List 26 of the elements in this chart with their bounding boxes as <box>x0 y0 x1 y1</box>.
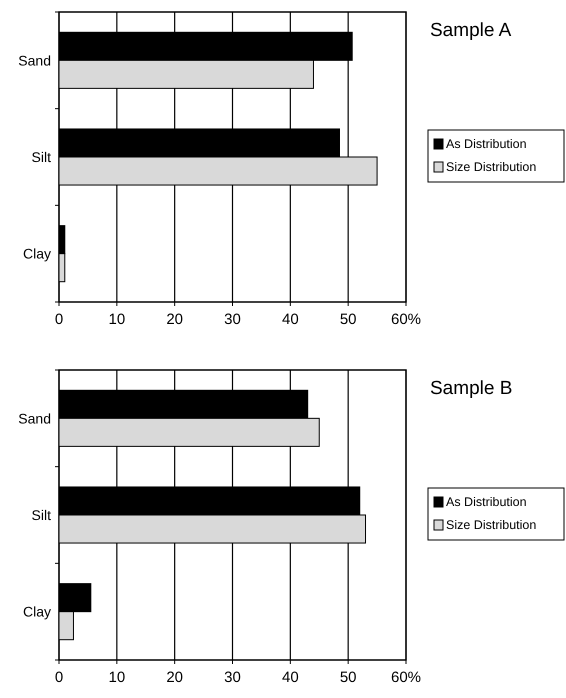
legend-label: As Distribution <box>446 495 527 509</box>
text: Sample B <box>430 378 512 399</box>
x-tick-label: 50 <box>340 311 357 328</box>
x-tick-label: 10 <box>108 669 126 686</box>
y-tick-label: Silt <box>32 149 52 165</box>
legend-label: Size Distribution <box>446 518 536 532</box>
text: Sample A <box>430 20 512 41</box>
x-tick-label: 30 <box>224 311 241 328</box>
x-tick-label: 60% <box>390 669 422 686</box>
y-tick-label: Clay <box>22 246 51 262</box>
y-tick-label: Clay <box>22 604 51 620</box>
legend-label: As Distribution <box>446 137 527 151</box>
y-tick-label: Sand <box>18 52 51 68</box>
legend-label: Size Distribution <box>446 160 536 174</box>
x-tick-label: 50 <box>340 669 357 686</box>
x-tick-label: 60% <box>390 311 422 328</box>
x-tick-label: 0 <box>54 311 64 328</box>
x-tick-label: 20 <box>166 311 184 328</box>
x-tick-label: 10 <box>108 311 126 328</box>
x-tick-label: 40 <box>282 669 299 686</box>
x-tick-label: 0 <box>54 669 64 686</box>
x-tick-label: 40 <box>282 311 299 328</box>
y-tick-label: Sand <box>18 410 51 426</box>
x-tick-label: 20 <box>166 669 184 686</box>
y-tick-label: Silt <box>32 507 52 523</box>
x-tick-label: 30 <box>224 669 241 686</box>
